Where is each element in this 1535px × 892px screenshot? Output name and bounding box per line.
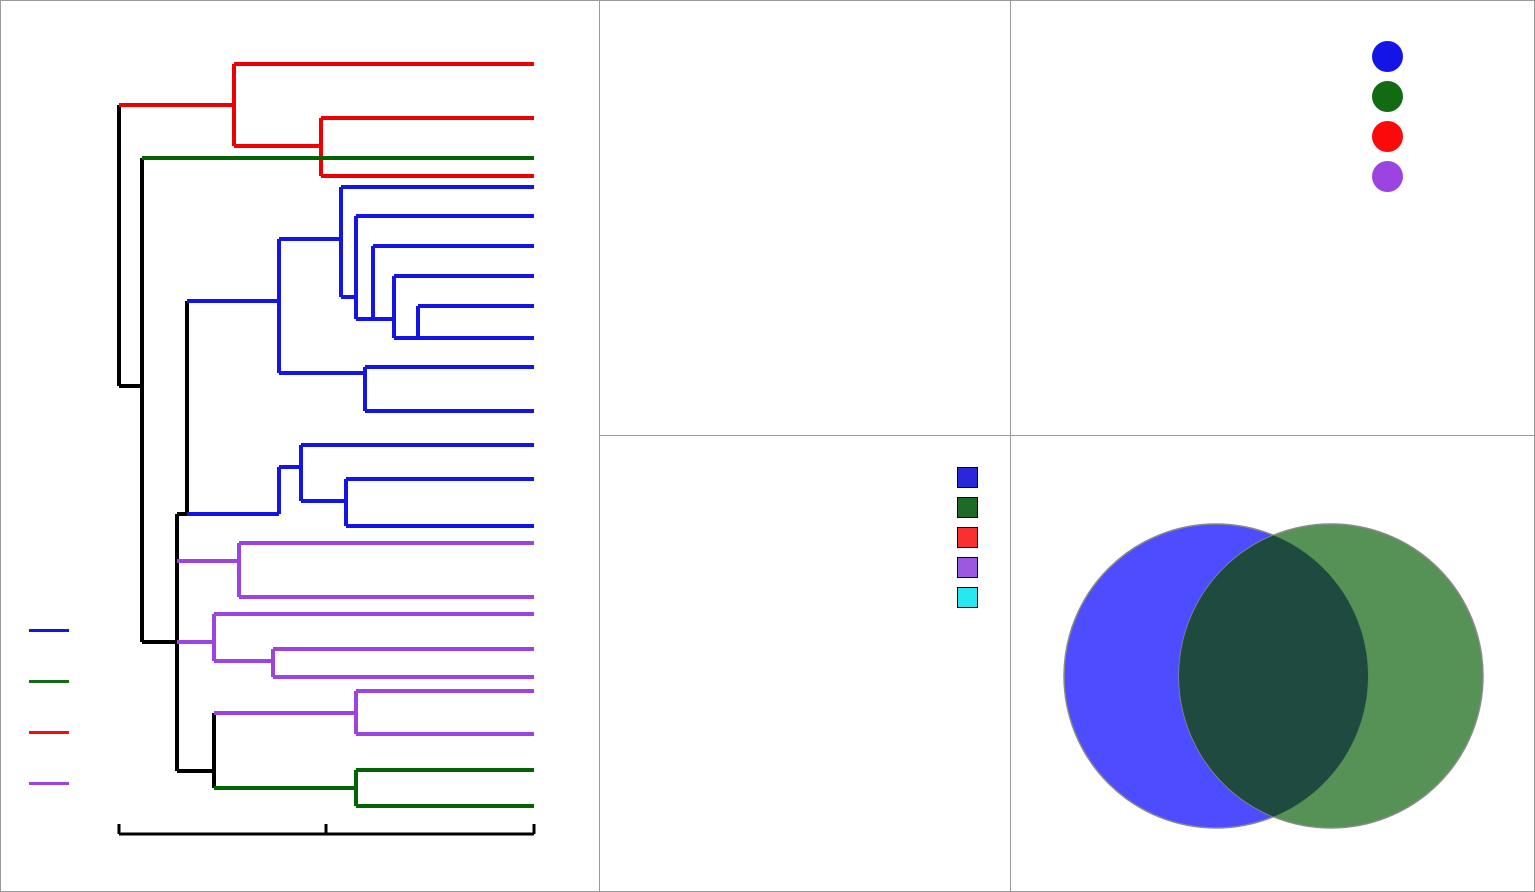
panel-c-legend <box>1372 36 1532 196</box>
pca-plot <box>600 1 1010 435</box>
legend-item-april[interactable] <box>1372 36 1532 76</box>
panel-c-nmds <box>1010 0 1535 436</box>
group-legend-item-may <box>29 656 76 707</box>
legend-item-july[interactable] <box>1372 116 1532 156</box>
legend-item-between[interactable] <box>957 462 1077 492</box>
panel-e-venn <box>1010 435 1535 892</box>
legend-item-october[interactable] <box>1372 156 1532 196</box>
legend-item-d-april[interactable] <box>957 492 1077 522</box>
group-legend-item-october <box>29 758 76 809</box>
july-dot-swatch <box>1372 120 1403 152</box>
between-square-swatch <box>957 466 978 488</box>
legend-item-d-october[interactable] <box>957 582 1077 612</box>
panel-a-dendrogram <box>0 0 600 892</box>
october-square-swatch <box>957 586 978 608</box>
venn-diagram <box>1063 523 1484 829</box>
october-dot-swatch <box>1372 160 1403 192</box>
october-line-swatch <box>29 782 69 785</box>
group-legend-item-july <box>29 707 76 758</box>
group-legend-item-april <box>29 605 76 656</box>
panel-b-pca <box>599 0 1011 436</box>
venn-intersection-region <box>1179 524 1368 828</box>
april-square-swatch <box>957 496 978 518</box>
may-square-swatch <box>957 526 978 548</box>
rank-distance-boxplot <box>600 436 1010 891</box>
dendrogram-svg <box>117 62 536 836</box>
panel-a-group-legend <box>29 597 76 809</box>
april-line-swatch <box>29 629 69 632</box>
legend-item-may[interactable] <box>1372 76 1532 116</box>
legend-item-d-july[interactable] <box>957 552 1077 582</box>
panel-d-boxplot <box>599 435 1011 892</box>
july-line-swatch <box>29 731 69 734</box>
dendrogram-axis <box>117 824 536 836</box>
april-dot-swatch <box>1372 40 1403 72</box>
may-dot-swatch <box>1372 80 1403 112</box>
may-line-swatch <box>29 680 69 683</box>
july-square-swatch <box>957 556 978 578</box>
panel-d-legend <box>957 462 1077 612</box>
legend-item-d-may[interactable] <box>957 522 1077 552</box>
